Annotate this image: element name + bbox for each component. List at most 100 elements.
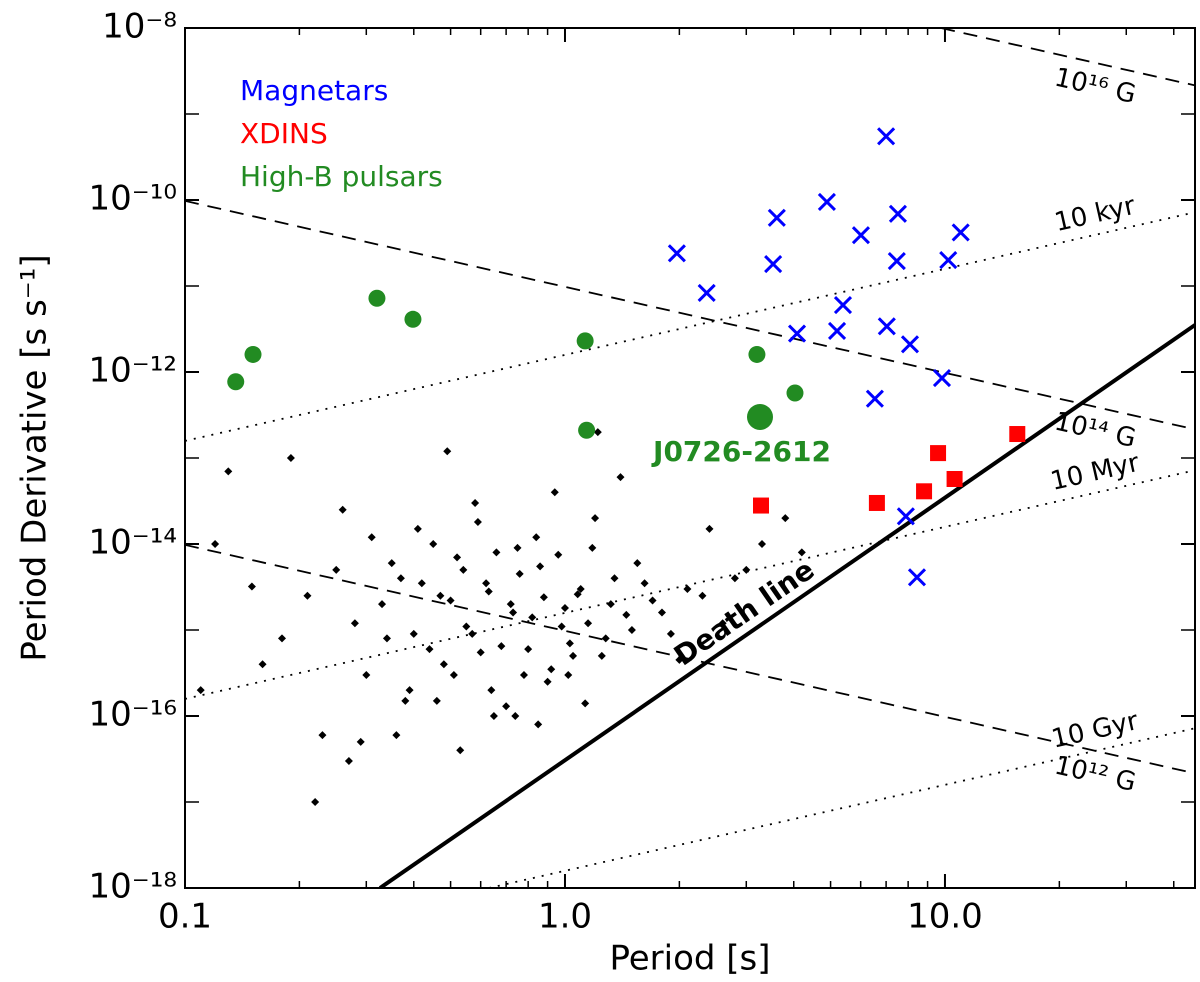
magnetar-point [764, 254, 783, 274]
pulsar-point [443, 447, 452, 456]
reference-line [185, 469, 1195, 700]
pulsar-point [484, 587, 493, 596]
magnetar-point [877, 127, 896, 146]
pulsar-point [489, 712, 498, 720]
y-tick-label: 10⁻¹⁶ [89, 695, 177, 735]
pulsar-point [569, 651, 578, 660]
high-b-point [786, 384, 804, 402]
pulsar-point [332, 565, 341, 574]
pulsar-point [519, 670, 528, 679]
pulsar-point [487, 686, 496, 695]
pulsar-point [547, 665, 556, 674]
highlight-point [746, 403, 773, 430]
pulsar-point [473, 518, 482, 527]
pulsar-point [554, 550, 563, 559]
pulsar-point [392, 731, 401, 740]
pulsar-point [657, 608, 666, 617]
magnetar-point [787, 324, 807, 343]
pulsar-point [258, 660, 267, 669]
magnetar-point [939, 251, 958, 270]
pulsar-point [211, 540, 220, 548]
pulsar-point [303, 591, 312, 600]
pulsar-point [449, 670, 458, 679]
pulsar-point [277, 634, 286, 643]
pulsar-point [286, 454, 295, 462]
high-b-point [748, 345, 766, 363]
pulsar-point [622, 610, 631, 619]
legend-entry: Magnetars [240, 74, 388, 107]
pulsar-point [648, 596, 657, 605]
pulsar-point [564, 670, 573, 679]
pulsar-point [409, 629, 418, 638]
magnetar-point [900, 335, 920, 354]
pulsar-point [367, 533, 376, 542]
highlight-label: J0726-2612 [651, 435, 831, 468]
pulsar-point [387, 559, 396, 568]
reference-line [185, 199, 1195, 431]
pulsar-point [459, 565, 468, 574]
line-label: 10 Gyr [1049, 706, 1141, 755]
pulsar-point [781, 514, 790, 523]
pulsar-point [413, 524, 422, 533]
magnetar-point [896, 507, 915, 526]
pulsar-point [513, 543, 522, 552]
pulsar-point [429, 540, 438, 548]
high-b-point [404, 310, 422, 328]
pulsar-point [560, 604, 569, 613]
magnetar-point [817, 192, 836, 211]
pulsar-point [425, 645, 434, 654]
x-tick-label: 10.0 [907, 897, 983, 937]
line-label: 10 kyr [1052, 191, 1138, 238]
pulsar-point [382, 634, 391, 643]
pulsar-point [610, 574, 619, 583]
pulsar-point [550, 488, 559, 497]
pulsar-point [601, 634, 610, 643]
pulsar-point [543, 677, 552, 686]
y-tick-label: 10⁻¹² [89, 351, 177, 391]
pulsar-point [616, 473, 625, 482]
pulsar-point [311, 798, 320, 806]
pulsar-point [606, 600, 615, 609]
pulsar-point [405, 686, 414, 695]
pulsar-point [497, 642, 506, 651]
xdins-point [1009, 426, 1026, 443]
magnetar-point [951, 223, 970, 242]
magnetar-point [697, 283, 716, 303]
pulsar-point [588, 543, 597, 552]
pulsar-point [730, 574, 739, 583]
pulsar-point [539, 593, 548, 602]
pulsar-point [532, 533, 541, 542]
high-b-point [244, 345, 262, 363]
magnetar-point [907, 568, 927, 587]
magnetar-point [827, 321, 847, 341]
pulsar-point [515, 569, 524, 578]
line-label: 10¹⁴ G [1052, 407, 1139, 454]
x-axis-label: Period [s] [609, 939, 770, 979]
pulsar-point [627, 626, 636, 634]
legend-entry: High-B pulsars [240, 160, 443, 193]
pulsar-point [593, 428, 602, 437]
pulsar-point [581, 699, 590, 708]
y-axis-label: Period Derivative [s s⁻¹] [15, 254, 55, 661]
pulsar-point [456, 746, 465, 755]
pulsar-point [401, 696, 410, 705]
reference-line [185, 211, 1195, 442]
xdins-point [930, 445, 947, 462]
pulsar-point [344, 756, 353, 765]
pulsar-point [362, 670, 371, 679]
xdins-point [946, 470, 963, 487]
pulsar-point [597, 651, 606, 660]
pulsar-point [573, 590, 582, 599]
legend-entry: XDINS [240, 117, 328, 150]
pulsar-point [476, 648, 485, 657]
pulsar-point [536, 562, 545, 571]
pulsar-point [318, 731, 327, 740]
pulsar-point [482, 579, 491, 588]
reference-line [940, 28, 1195, 87]
pulsar-point [524, 645, 533, 654]
pulsar-point [196, 686, 205, 695]
pulsar-point [698, 591, 707, 600]
pulsar-point [502, 702, 511, 711]
pulsar-point [666, 629, 675, 638]
xdins-point [753, 497, 770, 514]
